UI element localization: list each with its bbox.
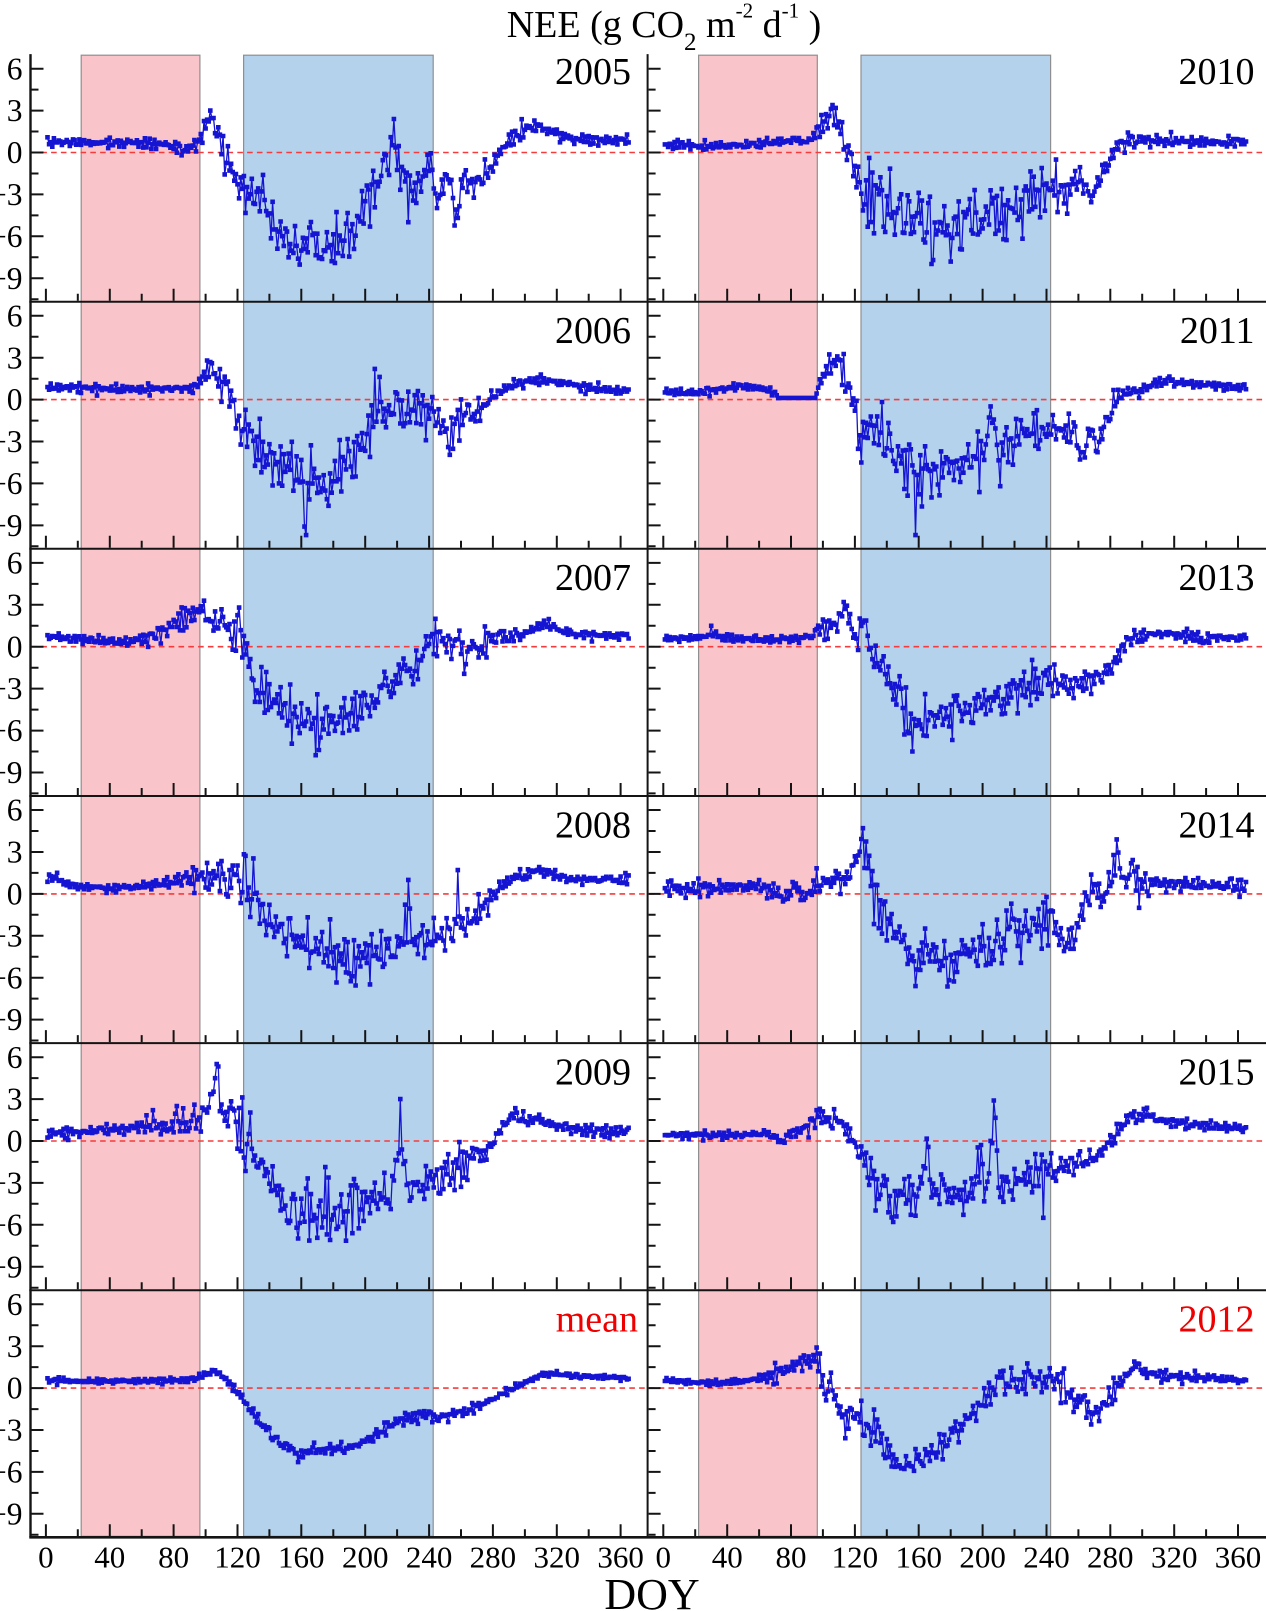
svg-text:DOY: DOY [604,1570,699,1611]
svg-text:0: 0 [38,1540,54,1575]
svg-text:0: 0 [7,382,23,417]
svg-text:160: 160 [895,1540,942,1575]
svg-text:6: 6 [7,298,23,333]
svg-text:−6: −6 [0,713,23,748]
svg-text:200: 200 [959,1540,1006,1575]
svg-text:−6: −6 [0,466,23,501]
svg-text:40: 40 [712,1540,743,1575]
svg-text:320: 320 [534,1540,581,1575]
svg-text:0: 0 [7,135,23,170]
svg-text:2015: 2015 [1179,1051,1255,1093]
svg-text:2012: 2012 [1179,1299,1255,1341]
svg-text:−3: −3 [0,1166,23,1201]
svg-text:3: 3 [7,93,23,128]
svg-text:2014: 2014 [1179,804,1255,846]
svg-text:280: 280 [470,1540,517,1575]
svg-text:6: 6 [7,546,23,581]
svg-text:−9: −9 [0,1496,23,1531]
svg-text:−9: −9 [0,1249,23,1284]
svg-text:−9: −9 [0,1002,23,1037]
svg-text:mean: mean [556,1299,638,1341]
svg-text:240: 240 [406,1540,453,1575]
svg-text:−3: −3 [0,671,23,706]
svg-text:6: 6 [7,1287,23,1322]
svg-text:−9: −9 [0,261,23,296]
svg-text:0: 0 [7,1371,23,1406]
svg-text:240: 240 [1023,1540,1070,1575]
svg-text:0: 0 [7,629,23,664]
svg-text:2010: 2010 [1179,51,1255,93]
svg-text:3: 3 [7,1082,23,1117]
svg-text:0: 0 [7,1124,23,1159]
svg-text:2011: 2011 [1180,310,1255,352]
svg-text:3: 3 [7,340,23,375]
svg-text:6: 6 [7,793,23,828]
svg-text:−6: −6 [0,1455,23,1490]
svg-text:6: 6 [7,1040,23,1075]
svg-text:2006: 2006 [555,310,631,352]
svg-text:360: 360 [597,1540,644,1575]
svg-text:160: 160 [278,1540,325,1575]
svg-text:80: 80 [158,1540,189,1575]
svg-text:−3: −3 [0,424,23,459]
svg-text:−9: −9 [0,755,23,790]
svg-text:120: 120 [832,1540,879,1575]
svg-text:120: 120 [214,1540,261,1575]
svg-text:2007: 2007 [555,557,631,599]
svg-text:−3: −3 [0,918,23,953]
svg-text:−6: −6 [0,960,23,995]
svg-text:6: 6 [7,51,23,86]
svg-text:3: 3 [7,1329,23,1364]
svg-text:2008: 2008 [555,804,631,846]
svg-text:−6: −6 [0,1207,23,1242]
svg-text:3: 3 [7,835,23,870]
svg-text:200: 200 [342,1540,389,1575]
svg-text:−6: −6 [0,219,23,254]
svg-text:2009: 2009 [555,1051,631,1093]
svg-text:320: 320 [1151,1540,1198,1575]
svg-text:360: 360 [1215,1540,1262,1575]
svg-text:0: 0 [656,1540,672,1575]
svg-text:0: 0 [7,877,23,912]
svg-text:2005: 2005 [555,51,631,93]
svg-text:40: 40 [94,1540,125,1575]
svg-text:280: 280 [1087,1540,1134,1575]
svg-text:3: 3 [7,587,23,622]
svg-text:−3: −3 [0,1413,23,1448]
svg-text:−9: −9 [0,508,23,543]
svg-text:−3: −3 [0,177,23,212]
svg-text:2013: 2013 [1179,557,1255,599]
svg-text:80: 80 [776,1540,807,1575]
